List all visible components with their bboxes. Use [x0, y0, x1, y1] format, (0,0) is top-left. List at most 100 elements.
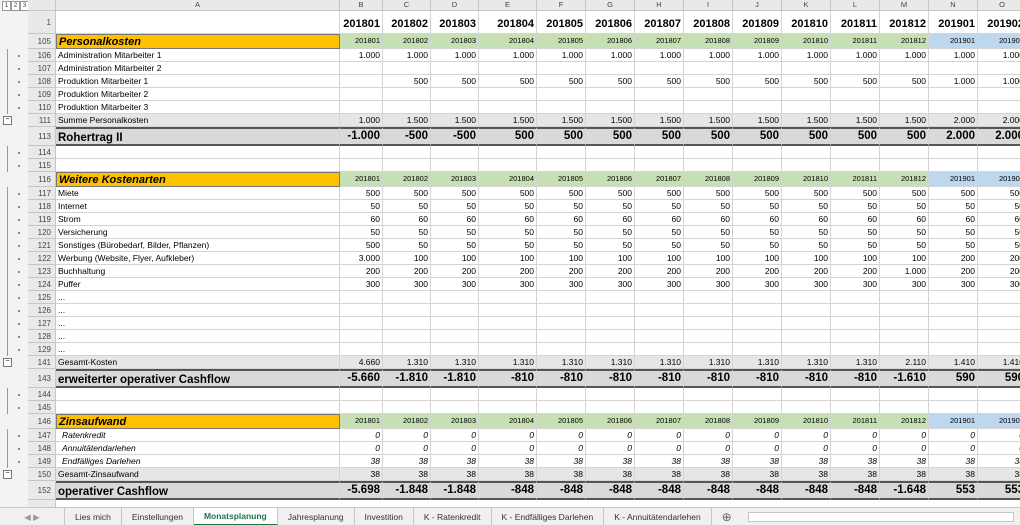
- cell: -848: [537, 481, 586, 500]
- add-sheet-button[interactable]: ⊕: [721, 510, 732, 524]
- column-header: M: [880, 0, 929, 11]
- column-header: N: [929, 0, 978, 11]
- cell: 38: [684, 455, 733, 468]
- cell: 201812: [880, 34, 929, 49]
- cell: [635, 88, 684, 101]
- cell: 201808: [684, 414, 733, 429]
- cell: 300: [978, 278, 1020, 291]
- row-label: [56, 146, 340, 159]
- cell: [733, 101, 782, 114]
- cell: [684, 146, 733, 159]
- period-header: 201902: [978, 11, 1020, 34]
- cell: [733, 401, 782, 414]
- cell: [782, 62, 831, 75]
- cell: 0: [831, 442, 880, 455]
- cell: 50: [431, 226, 479, 239]
- cell: 1.000: [635, 49, 684, 62]
- tab-scroll[interactable]: ◀ ▶: [0, 508, 65, 525]
- cell: -1.610: [880, 369, 929, 388]
- cell: 500: [782, 187, 831, 200]
- cell: 201810: [782, 414, 831, 429]
- row-number: 123: [28, 265, 56, 278]
- cell: 500: [929, 187, 978, 200]
- outline-line: [7, 304, 8, 317]
- cell: 300: [929, 278, 978, 291]
- sheet-tab[interactable]: Investition: [355, 508, 414, 525]
- outline-dot: [18, 106, 20, 109]
- row-number: 111: [28, 114, 56, 127]
- cell: [586, 291, 635, 304]
- cell: 300: [635, 278, 684, 291]
- cell: 201802: [383, 34, 431, 49]
- row-label: [56, 388, 340, 401]
- cell: 50: [635, 239, 684, 252]
- cell: 38: [635, 468, 684, 481]
- cell: [929, 330, 978, 343]
- column-header: G: [586, 0, 635, 11]
- cell: 100: [831, 252, 880, 265]
- cell: 0: [782, 429, 831, 442]
- cell: [340, 401, 383, 414]
- cell: [340, 101, 383, 114]
- cell: [978, 388, 1020, 401]
- column-header: A: [56, 0, 340, 11]
- cell: [383, 101, 431, 114]
- cell: [383, 159, 431, 172]
- sheet-tab[interactable]: Einstellungen: [122, 508, 194, 525]
- sheet-tab[interactable]: Monatsplanung: [193, 508, 278, 525]
- cell: [684, 62, 733, 75]
- row-label: Produktion Mitarbeiter 3: [56, 101, 340, 114]
- cell: 38: [479, 468, 537, 481]
- outline-line: [7, 88, 8, 101]
- row-number: 109: [28, 88, 56, 101]
- outline-collapse[interactable]: −: [3, 358, 12, 367]
- sheet-tab[interactable]: K - Annuitätendarlehen: [604, 508, 712, 525]
- outline-line: [7, 265, 8, 278]
- outline-line: [7, 291, 8, 304]
- sheet-tab[interactable]: K - Endfälliges Darlehen: [492, 508, 605, 525]
- cell: 201809: [733, 34, 782, 49]
- cell: 38: [479, 455, 537, 468]
- cell: 60: [340, 213, 383, 226]
- cell: 201804: [479, 34, 537, 49]
- sheet-tab[interactable]: Lies mich: [65, 508, 122, 525]
- period-header: 201801: [340, 11, 383, 34]
- sheet-tab[interactable]: Jahresplanung: [278, 508, 355, 525]
- cell: 50: [929, 239, 978, 252]
- cell: 201804: [479, 414, 537, 429]
- column-header: E: [479, 0, 537, 11]
- cell: [431, 62, 479, 75]
- cell: 500: [479, 75, 537, 88]
- cell: 0: [929, 429, 978, 442]
- cell: 38: [978, 468, 1020, 481]
- outline-collapse[interactable]: −: [3, 116, 12, 125]
- cell: [479, 88, 537, 101]
- cell: 0: [586, 429, 635, 442]
- column-header: L: [831, 0, 880, 11]
- period-header: 201806: [586, 11, 635, 34]
- cell: [782, 317, 831, 330]
- cell: [56, 11, 340, 34]
- sheet-tab[interactable]: K - Ratenkredit: [414, 508, 492, 525]
- outline-dot: [18, 164, 20, 167]
- cell: 300: [684, 278, 733, 291]
- cell: 100: [684, 252, 733, 265]
- cell: 201812: [880, 172, 929, 187]
- cell: 50: [684, 226, 733, 239]
- cell: [479, 291, 537, 304]
- outline-dot: [18, 348, 20, 351]
- cell: 60: [586, 213, 635, 226]
- outline-level-button: 1: [2, 1, 11, 11]
- cell: 50: [537, 239, 586, 252]
- row-number: 110: [28, 101, 56, 114]
- cell: [479, 388, 537, 401]
- cell: 1.000: [978, 49, 1020, 62]
- cell: 500: [733, 187, 782, 200]
- cell: 200: [978, 252, 1020, 265]
- outline-collapse[interactable]: −: [3, 470, 12, 479]
- row-label: ...: [56, 291, 340, 304]
- outline-line: [7, 213, 8, 226]
- cell: 1.500: [431, 114, 479, 127]
- cell: -848: [635, 481, 684, 500]
- cell: [684, 401, 733, 414]
